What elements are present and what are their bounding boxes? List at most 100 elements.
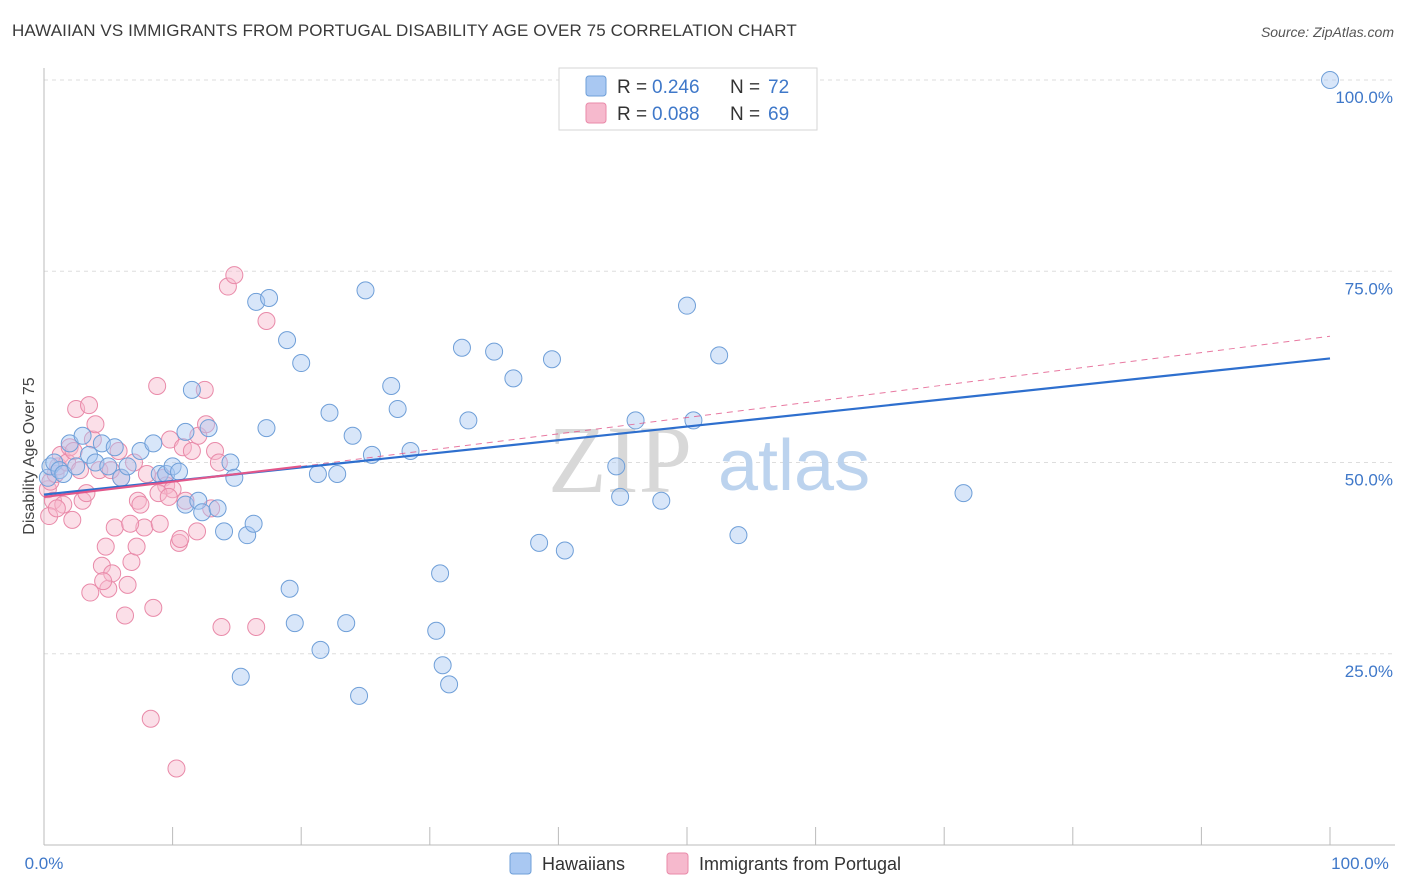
hawaiian-point <box>215 522 234 541</box>
hawaiian-point <box>542 350 561 369</box>
portugal-point <box>159 487 178 506</box>
portugal-trend-line <box>43 465 302 499</box>
portugal-point <box>150 514 169 533</box>
x-tick-marks <box>172 827 1331 845</box>
hawaiian-point <box>611 487 630 506</box>
hawaiian-point <box>73 426 92 445</box>
hawaiian-point <box>221 453 240 472</box>
hawaiian-point <box>257 419 276 438</box>
bottom-legend-label-hawaiians: Hawaiians <box>542 854 625 874</box>
hawaiian-points <box>38 71 1339 705</box>
hawaiian-point <box>308 464 327 483</box>
portugal-point <box>247 617 266 636</box>
hawaiian-point <box>238 526 257 545</box>
hawaiian-point <box>485 342 504 361</box>
portugal-point <box>141 709 160 728</box>
portugal-point <box>94 572 113 591</box>
hawaiian-point <box>440 675 459 694</box>
legend-n-label-hawaiians: N = <box>730 77 760 98</box>
x-tick-label-0: 0.0% <box>25 854 64 873</box>
portugal-point <box>176 491 195 510</box>
bottom-legend-label-portugal: Immigrants from Portugal <box>699 854 901 874</box>
hawaiian-point <box>208 499 227 518</box>
hawaiian-point <box>144 434 163 453</box>
hawaiian-point <box>189 491 208 510</box>
source-label: Source: ZipAtlas.com <box>1260 24 1394 40</box>
hawaiian-point <box>170 462 189 481</box>
watermark-atlas: atlas <box>718 426 870 506</box>
portugal-point <box>137 464 156 483</box>
hawaiian-point <box>427 621 446 640</box>
portugal-point <box>257 311 276 330</box>
hawaiian-point <box>382 377 401 395</box>
portugal-point <box>105 518 124 537</box>
top-legend: R = 0.246 N = 72 R = 0.088 N = 69 <box>558 67 818 131</box>
grid-lines <box>44 79 1395 655</box>
hawaiian-point <box>652 491 671 510</box>
legend-swatch-portugal <box>585 102 607 124</box>
hawaiian-point <box>80 445 99 464</box>
hawaiian-point <box>555 541 574 560</box>
y-axis-title: Disability Age Over 75 <box>21 377 38 535</box>
portugal-point <box>173 438 192 457</box>
hawaiian-point <box>182 380 201 399</box>
portugal-point <box>103 564 122 583</box>
portugal-point <box>182 442 201 461</box>
portugal-points <box>38 266 276 778</box>
portugal-point <box>81 583 100 602</box>
legend-n-value-hawaiians: 72 <box>768 77 789 98</box>
portugal-point <box>80 396 99 415</box>
hawaiian-point <box>530 533 549 552</box>
y-tick-label-75: 75.0% <box>1345 279 1393 298</box>
legend-swatch-hawaiians <box>585 75 607 97</box>
portugal-point <box>118 575 137 594</box>
portugal-point <box>225 266 244 285</box>
hawaiian-point <box>343 426 362 445</box>
hawaiian-point <box>431 564 450 583</box>
hawaiian-point <box>105 438 124 457</box>
hawaiian-point <box>328 464 347 483</box>
portugal-trend-extension <box>301 335 1331 467</box>
hawaiian-point <box>199 419 218 438</box>
hawaiian-point <box>626 411 645 430</box>
hawaiian-point <box>176 422 195 441</box>
portugal-point <box>96 537 115 556</box>
hawaiian-point <box>350 686 369 705</box>
hawaiian-point <box>225 468 244 487</box>
y-tick-label-50: 50.0% <box>1345 471 1393 490</box>
legend-r-value-hawaiians: 0.246 <box>652 77 700 98</box>
portugal-point <box>135 518 154 537</box>
hawaiian-point <box>1321 71 1339 89</box>
hawaiian-point <box>320 403 339 422</box>
portugal-point <box>148 377 167 395</box>
y-tick-label-25: 25.0% <box>1345 662 1393 681</box>
portugal-point <box>116 606 135 625</box>
trend-lines <box>43 335 1331 499</box>
portugal-point <box>86 415 105 434</box>
hawaiian-point <box>99 457 118 476</box>
hawaiian-point <box>459 411 478 430</box>
hawaiian-point <box>193 503 212 522</box>
hawaiian-point <box>260 289 279 308</box>
hawaiian-point <box>452 338 471 357</box>
y-tick-labels: 25.0% 50.0% 75.0% 100.0% <box>1335 88 1393 681</box>
portugal-point <box>121 514 140 533</box>
portugal-point <box>92 556 111 575</box>
portugal-point <box>218 277 237 296</box>
portugal-point <box>40 507 59 526</box>
hawaiian-point <box>292 354 311 373</box>
portugal-point <box>144 598 163 617</box>
portugal-point <box>167 759 186 778</box>
portugal-point <box>83 430 102 449</box>
hawaiian-point <box>356 281 375 300</box>
hawaiian-point <box>231 667 250 686</box>
hawaiian-point <box>118 457 137 476</box>
hawaiian-point <box>244 514 263 533</box>
hawaiian-point <box>285 614 304 633</box>
hawaiian-point <box>729 526 748 545</box>
portugal-point <box>212 617 231 636</box>
portugal-point <box>122 552 141 571</box>
portugal-point <box>127 537 146 556</box>
portugal-point <box>195 380 214 399</box>
